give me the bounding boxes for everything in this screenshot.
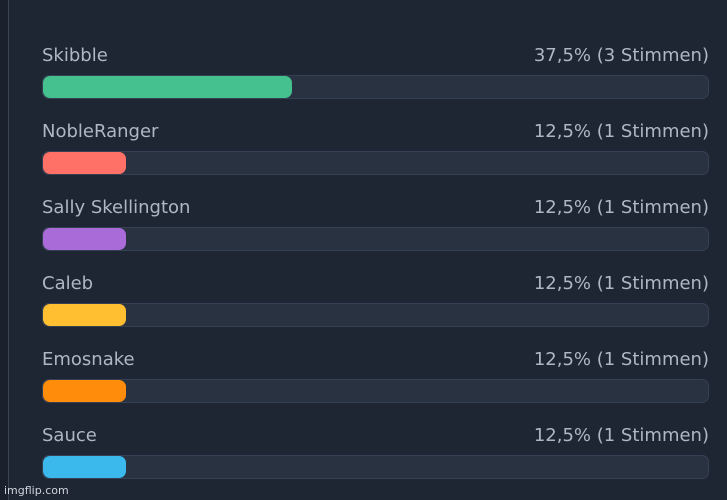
progress-fill bbox=[43, 152, 127, 174]
option-result: 12,5% (1 Stimmen) bbox=[533, 196, 709, 218]
option-result: 12,5% (1 Stimmen) bbox=[533, 348, 709, 370]
poll-option-skibble[interactable]: Skibble 37,5% (3 Stimmen) bbox=[42, 42, 709, 118]
option-name: Sauce bbox=[42, 424, 97, 446]
progress-fill bbox=[43, 228, 127, 250]
option-name: Caleb bbox=[42, 272, 94, 294]
progress-fill bbox=[43, 380, 127, 402]
left-border-divider bbox=[0, 0, 9, 500]
progress-fill bbox=[43, 456, 127, 478]
poll-option-sally-skellington[interactable]: Sally Skellington 12,5% (1 Stimmen) bbox=[42, 194, 709, 270]
option-result: 12,5% (1 Stimmen) bbox=[533, 272, 709, 294]
poll-options-list: Skibble 37,5% (3 Stimmen) NobleRanger 12… bbox=[42, 42, 709, 498]
progress-track bbox=[42, 303, 709, 327]
progress-fill bbox=[43, 76, 293, 98]
progress-track bbox=[42, 379, 709, 403]
poll-option-caleb[interactable]: Caleb 12,5% (1 Stimmen) bbox=[42, 270, 709, 346]
poll-option-sauce[interactable]: Sauce 12,5% (1 Stimmen) bbox=[42, 422, 709, 498]
poll-option-emosnake[interactable]: Emosnake 12,5% (1 Stimmen) bbox=[42, 346, 709, 422]
option-result: 12,5% (1 Stimmen) bbox=[533, 120, 709, 142]
progress-track bbox=[42, 151, 709, 175]
option-name: NobleRanger bbox=[42, 120, 159, 142]
progress-track bbox=[42, 75, 709, 99]
option-result: 37,5% (3 Stimmen) bbox=[533, 44, 709, 66]
poll-option-nobleranger[interactable]: NobleRanger 12,5% (1 Stimmen) bbox=[42, 118, 709, 194]
progress-track bbox=[42, 227, 709, 251]
option-result: 12,5% (1 Stimmen) bbox=[533, 424, 709, 446]
progress-track bbox=[42, 455, 709, 479]
progress-fill bbox=[43, 304, 127, 326]
option-name: Emosnake bbox=[42, 348, 135, 370]
option-name: Sally Skellington bbox=[42, 196, 191, 218]
watermark: imgflip.com bbox=[4, 484, 69, 497]
option-name: Skibble bbox=[42, 44, 108, 66]
